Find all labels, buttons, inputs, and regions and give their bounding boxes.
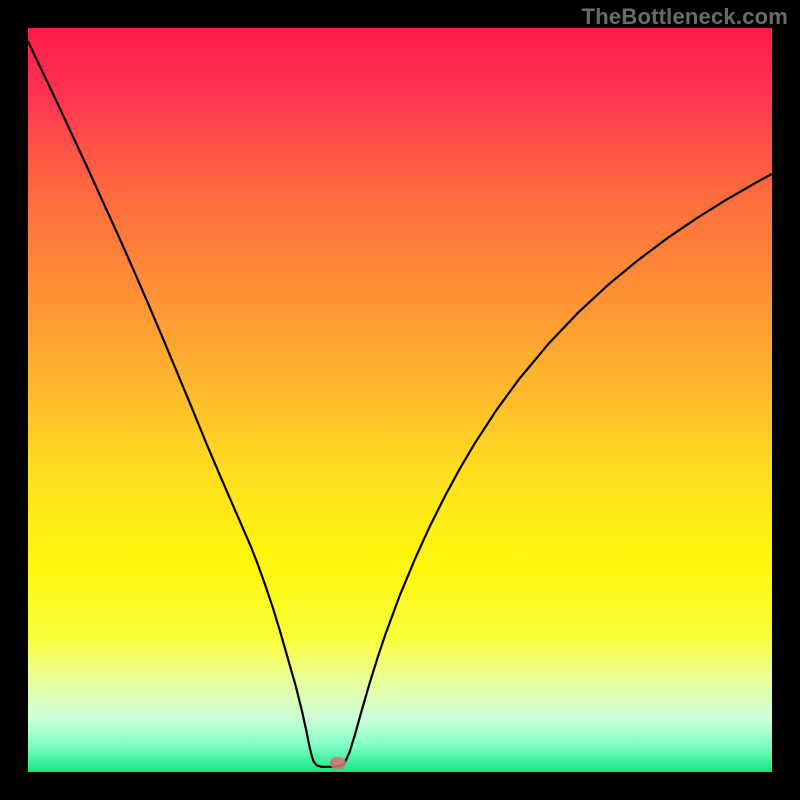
plot-area (28, 28, 772, 772)
watermark-text: TheBottleneck.com (582, 4, 788, 30)
bottleneck-curve (28, 28, 772, 772)
optimum-marker (330, 757, 346, 769)
curve-path (28, 41, 772, 766)
chart-frame: TheBottleneck.com (0, 0, 800, 800)
